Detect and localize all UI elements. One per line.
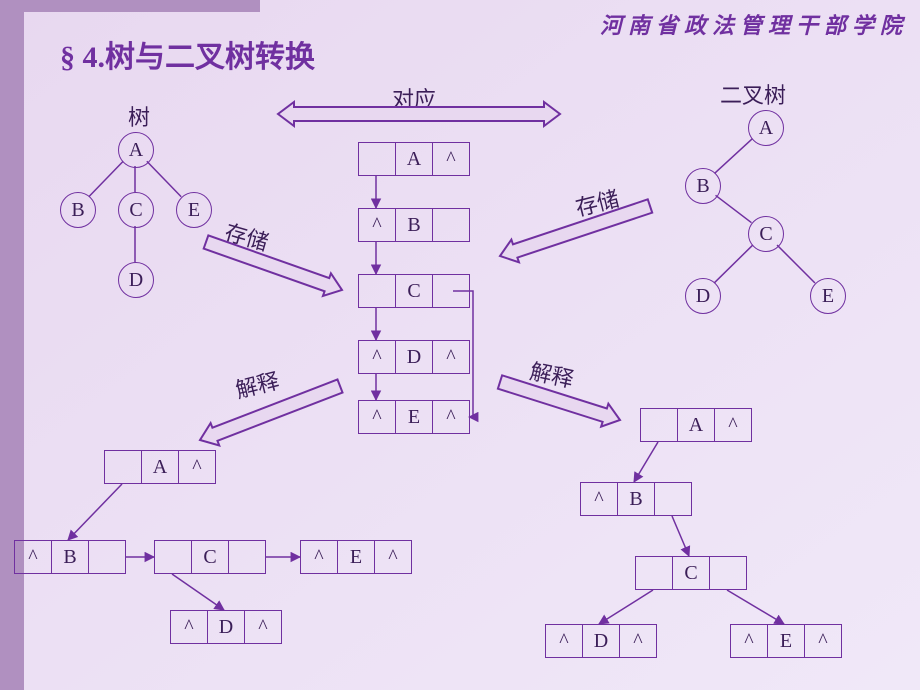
leftinterp-box-2-r	[229, 541, 265, 573]
rightinterp-box-1-r	[655, 483, 691, 515]
right-tree-node-E: E	[810, 278, 846, 314]
leftinterp-box-1-m: B	[52, 541, 89, 573]
label-explain-right: 解释	[527, 354, 577, 394]
center-box-1-r	[433, 209, 469, 241]
label-correspond: 对应	[392, 82, 436, 114]
rightinterp-box-0: A^	[640, 408, 752, 442]
leftinterp-box-3-r: ^	[375, 541, 411, 573]
right-tree-node-A: A	[748, 110, 784, 146]
center-box-1-l: ^	[359, 209, 396, 241]
leftinterp-box-3-m: E	[338, 541, 375, 573]
rightinterp-box-3-m: D	[583, 625, 620, 657]
left-tree-node-B: B	[60, 192, 96, 228]
leftinterp-box-4-l: ^	[171, 611, 208, 643]
leftinterp-box-1: ^B	[14, 540, 126, 574]
center-box-1: ^B	[358, 208, 470, 242]
center-box-3-r: ^	[433, 341, 469, 373]
center-box-0-r: ^	[433, 143, 469, 175]
center-box-2-m: C	[396, 275, 433, 307]
rightinterp-box-0-r: ^	[715, 409, 751, 441]
center-box-0-m: A	[396, 143, 433, 175]
rightinterp-box-0-m: A	[678, 409, 715, 441]
center-box-0-l	[359, 143, 396, 175]
rightinterp-box-1-m: B	[618, 483, 655, 515]
rightinterp-box-3-l: ^	[546, 625, 583, 657]
center-box-2-r	[433, 275, 469, 307]
leftinterp-box-2: C	[154, 540, 266, 574]
rightinterp-box-1-l: ^	[581, 483, 618, 515]
right-tree-node-C: C	[748, 216, 784, 252]
center-box-4: ^E^	[358, 400, 470, 434]
watermark-text: 河南省政法管理干部学院	[600, 8, 908, 40]
left-tree-node-E: E	[176, 192, 212, 228]
center-box-4-r: ^	[433, 401, 469, 433]
rightinterp-box-3-r: ^	[620, 625, 656, 657]
label-store-right: 存储	[572, 181, 622, 223]
leftinterp-box-0-r: ^	[179, 451, 215, 483]
center-box-3-m: D	[396, 341, 433, 373]
leftinterp-box-1-r	[89, 541, 125, 573]
rightinterp-box-2-l	[636, 557, 673, 589]
leftinterp-box-0-l	[105, 451, 142, 483]
rightinterp-box-2: C	[635, 556, 747, 590]
leftinterp-box-2-l	[155, 541, 192, 573]
rightinterp-box-4-r: ^	[805, 625, 841, 657]
topbar-decoration	[0, 0, 260, 12]
label-store-left: 存储	[221, 215, 272, 258]
leftinterp-box-2-m: C	[192, 541, 229, 573]
leftinterp-box-3-l: ^	[301, 541, 338, 573]
center-box-0: A^	[358, 142, 470, 176]
center-box-1-m: B	[396, 209, 433, 241]
center-box-4-m: E	[396, 401, 433, 433]
center-box-2: C	[358, 274, 470, 308]
rightinterp-box-0-l	[641, 409, 678, 441]
left-tree-node-D: D	[118, 262, 154, 298]
rightinterp-box-4-l: ^	[731, 625, 768, 657]
right-tree-node-D: D	[685, 278, 721, 314]
leftinterp-box-0-m: A	[142, 451, 179, 483]
rightinterp-box-4-m: E	[768, 625, 805, 657]
leftinterp-box-4: ^D^	[170, 610, 282, 644]
leftinterp-box-1-l: ^	[15, 541, 52, 573]
leftinterp-box-3: ^E^	[300, 540, 412, 574]
center-box-2-l	[359, 275, 396, 307]
center-box-3: ^D^	[358, 340, 470, 374]
leftinterp-box-4-m: D	[208, 611, 245, 643]
rightinterp-box-2-m: C	[673, 557, 710, 589]
sidebar-decoration	[0, 12, 24, 690]
label-tree: 树	[128, 100, 150, 132]
rightinterp-box-2-r	[710, 557, 746, 589]
rightinterp-box-4: ^E^	[730, 624, 842, 658]
rightinterp-box-1: ^B	[580, 482, 692, 516]
center-box-4-l: ^	[359, 401, 396, 433]
right-tree-node-B: B	[685, 168, 721, 204]
leftinterp-box-4-r: ^	[245, 611, 281, 643]
label-bintree: 二叉树	[720, 78, 786, 110]
slide-title: § 4.树与二叉树转换	[60, 32, 315, 76]
left-tree-node-C: C	[118, 192, 154, 228]
center-box-3-l: ^	[359, 341, 396, 373]
rightinterp-box-3: ^D^	[545, 624, 657, 658]
leftinterp-box-0: A^	[104, 450, 216, 484]
left-tree-node-A: A	[118, 132, 154, 168]
label-explain-left: 解释	[232, 363, 282, 405]
